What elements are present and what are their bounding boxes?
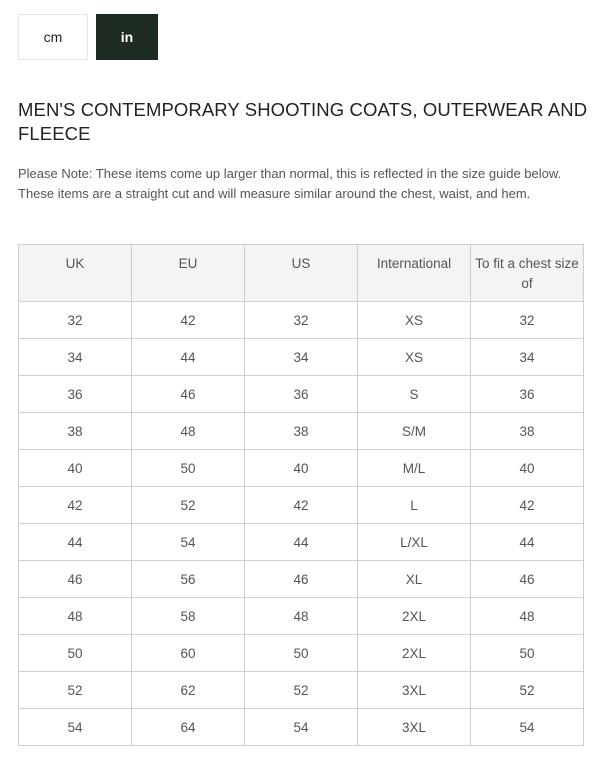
- us-cell: 36: [244, 375, 358, 413]
- eu-cell: 48: [131, 412, 245, 450]
- international-cell: L/XL: [357, 523, 471, 561]
- unit-toggle: cm in: [18, 14, 158, 60]
- eu-cell: 54: [131, 523, 245, 561]
- international-cell: 3XL: [357, 671, 471, 709]
- international-cell: 2XL: [357, 634, 471, 672]
- chest-size-cell: 54: [470, 708, 584, 746]
- uk-cell: 52: [18, 671, 132, 709]
- table-row: 50 60 50 2XL 50: [18, 634, 584, 672]
- us-cell: 50: [244, 634, 358, 672]
- eu-cell: 50: [131, 449, 245, 487]
- table-header-row: UK EU US International To fit a chest si…: [18, 244, 584, 302]
- international-cell: L: [357, 486, 471, 524]
- uk-cell: 32: [18, 301, 132, 339]
- chest-size-cell: 46: [470, 560, 584, 598]
- uk-cell: 38: [18, 412, 132, 450]
- international-cell: XS: [357, 338, 471, 376]
- international-cell: 2XL: [357, 597, 471, 635]
- column-header-eu: EU: [131, 244, 245, 302]
- international-cell: XL: [357, 560, 471, 598]
- us-cell: 38: [244, 412, 358, 450]
- us-cell: 54: [244, 708, 358, 746]
- chest-size-cell: 38: [470, 412, 584, 450]
- column-header-us: US: [244, 244, 358, 302]
- eu-cell: 58: [131, 597, 245, 635]
- uk-cell: 40: [18, 449, 132, 487]
- chest-size-cell: 48: [470, 597, 584, 635]
- chest-size-cell: 36: [470, 375, 584, 413]
- eu-cell: 42: [131, 301, 245, 339]
- column-header-uk: UK: [18, 244, 132, 302]
- size-table: UK EU US International To fit a chest si…: [18, 244, 584, 746]
- chest-size-cell: 52: [470, 671, 584, 709]
- international-cell: M/L: [357, 449, 471, 487]
- international-cell: S/M: [357, 412, 471, 450]
- us-cell: 40: [244, 449, 358, 487]
- table-row: 36 46 36 S 36: [18, 375, 584, 413]
- column-header-international: International: [357, 244, 471, 302]
- international-cell: XS: [357, 301, 471, 339]
- us-cell: 32: [244, 301, 358, 339]
- chest-size-cell: 42: [470, 486, 584, 524]
- eu-cell: 64: [131, 708, 245, 746]
- eu-cell: 56: [131, 560, 245, 598]
- eu-cell: 62: [131, 671, 245, 709]
- table-row: 42 52 42 L 42: [18, 486, 584, 524]
- us-cell: 34: [244, 338, 358, 376]
- chest-size-cell: 44: [470, 523, 584, 561]
- column-header-chest-size: To fit a chest size of: [470, 244, 584, 302]
- uk-cell: 42: [18, 486, 132, 524]
- chest-size-cell: 50: [470, 634, 584, 672]
- eu-cell: 52: [131, 486, 245, 524]
- table-row: 44 54 44 L/XL 44: [18, 523, 584, 561]
- size-guide-note: Please Note: These items come up larger …: [18, 166, 562, 201]
- table-row: 46 56 46 XL 46: [18, 560, 584, 598]
- table-row: 54 64 54 3XL 54: [18, 708, 584, 746]
- chest-size-cell: 32: [470, 301, 584, 339]
- page-title: MEN'S CONTEMPORARY SHOOTING COATS, OUTER…: [18, 99, 588, 144]
- chest-size-cell: 40: [470, 449, 584, 487]
- uk-cell: 48: [18, 597, 132, 635]
- in-button[interactable]: in: [96, 14, 158, 60]
- eu-cell: 46: [131, 375, 245, 413]
- table-row: 40 50 40 M/L 40: [18, 449, 584, 487]
- table-row: 32 42 32 XS 32: [18, 301, 584, 339]
- us-cell: 46: [244, 560, 358, 598]
- cm-button[interactable]: cm: [18, 14, 88, 60]
- us-cell: 44: [244, 523, 358, 561]
- table-row: 38 48 38 S/M 38: [18, 412, 584, 450]
- us-cell: 48: [244, 597, 358, 635]
- uk-cell: 44: [18, 523, 132, 561]
- us-cell: 52: [244, 671, 358, 709]
- uk-cell: 46: [18, 560, 132, 598]
- uk-cell: 36: [18, 375, 132, 413]
- chest-size-cell: 34: [470, 338, 584, 376]
- uk-cell: 50: [18, 634, 132, 672]
- size-table-body: 32 42 32 XS 32 34 44 34 XS 34 36 46 36 S 36 38 48 38 S/M 38…: [18, 301, 584, 746]
- table-row: 52 62 52 3XL 52: [18, 671, 584, 709]
- international-cell: 3XL: [357, 708, 471, 746]
- eu-cell: 44: [131, 338, 245, 376]
- table-row: 34 44 34 XS 34: [18, 338, 584, 376]
- us-cell: 42: [244, 486, 358, 524]
- uk-cell: 34: [18, 338, 132, 376]
- table-row: 48 58 48 2XL 48: [18, 597, 584, 635]
- uk-cell: 54: [18, 708, 132, 746]
- eu-cell: 60: [131, 634, 245, 672]
- international-cell: S: [357, 375, 471, 413]
